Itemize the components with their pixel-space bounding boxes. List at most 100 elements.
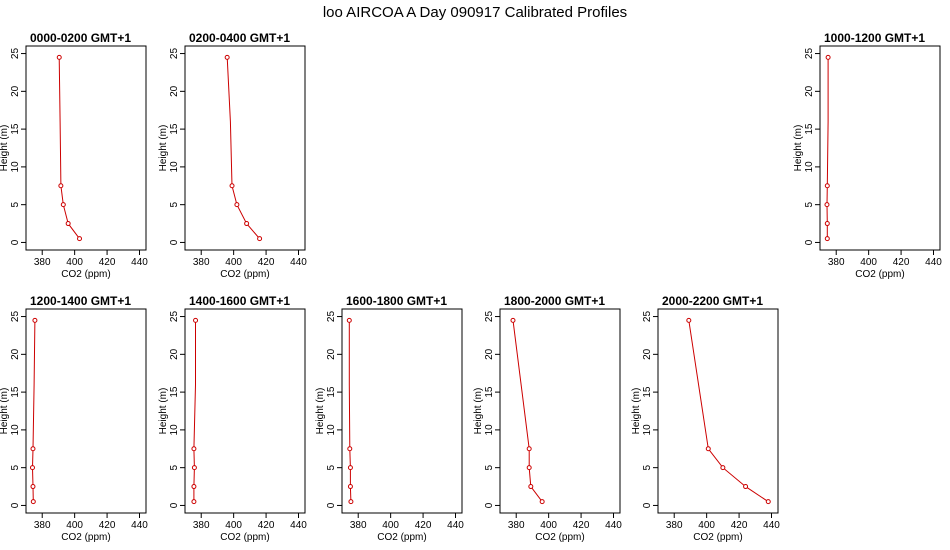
- data-point: [510, 317, 516, 323]
- x-axis-label: CO2 (ppm): [855, 269, 904, 280]
- profile-line: [226, 57, 260, 240]
- data-point: [32, 317, 38, 323]
- y-tick-label: 20: [326, 348, 337, 360]
- y-tick-label: 5: [804, 201, 815, 207]
- y-tick-label: 25: [10, 48, 21, 60]
- data-point: [686, 317, 692, 323]
- data-point: [58, 183, 64, 189]
- panel-1: 0000-0200 GMT+1 380 400 420 440 0 5 10 15 20 25 CO2…: [0, 31, 148, 280]
- panel-title: 1000-1200 GMT+1: [824, 31, 925, 45]
- profile-line: [512, 320, 543, 503]
- y-tick-label: 5: [326, 464, 337, 470]
- y-tick-label: 0: [169, 239, 180, 245]
- y-tick-label: 10: [326, 424, 337, 436]
- data-point: [346, 317, 352, 323]
- profile-line: [58, 57, 80, 239]
- x-tick-label: 420: [415, 520, 432, 531]
- y-axis-label: Height (m): [0, 125, 10, 172]
- y-tick-label: 15: [484, 386, 495, 398]
- y-tick-label: 10: [642, 424, 653, 436]
- data-point: [705, 446, 711, 452]
- y-tick-label: 5: [169, 201, 180, 207]
- y-tick-label: 10: [804, 161, 815, 173]
- y-axis-label: Height (m): [631, 388, 642, 435]
- data-point: [29, 465, 35, 471]
- data-point: [224, 54, 230, 60]
- data-point: [193, 317, 199, 323]
- y-tick-label: 15: [10, 386, 21, 398]
- panel-title: 1800-2000 GMT+1: [504, 294, 605, 308]
- plot-frame: [341, 308, 463, 514]
- plot-frame: [184, 45, 306, 251]
- data-point: [743, 484, 749, 490]
- data-point: [191, 484, 197, 490]
- y-tick-label: 0: [642, 502, 653, 508]
- x-tick-label: 380: [193, 257, 210, 268]
- y-axis-label: Height (m): [158, 388, 169, 435]
- data-point: [347, 446, 353, 452]
- y-tick-label: 15: [10, 123, 21, 135]
- y-tick-label: 15: [169, 123, 180, 135]
- panel-6: 1600-1800 GMT+1 380 400 420 440 0 5 10 15 20 25 CO2…: [315, 294, 464, 543]
- x-tick-label: 400: [66, 520, 83, 531]
- data-point: [234, 202, 240, 208]
- x-axis-label: CO2 (ppm): [61, 532, 110, 543]
- x-tick-label: 380: [34, 257, 51, 268]
- y-tick-label: 5: [169, 464, 180, 470]
- x-tick-label: 420: [99, 520, 116, 531]
- data-point: [77, 236, 83, 242]
- x-axis-label: CO2 (ppm): [535, 532, 584, 543]
- y-tick-label: 15: [169, 386, 180, 398]
- y-tick-label: 0: [10, 502, 21, 508]
- panel-2: 0200-0400 GMT+1 380 400 420 440 0 5 10 15 20 25 CO2…: [158, 31, 307, 280]
- x-axis-label: CO2 (ppm): [220, 532, 269, 543]
- data-point: [191, 446, 197, 452]
- x-tick-label: 420: [258, 520, 275, 531]
- x-tick-label: 400: [698, 520, 715, 531]
- x-tick-label: 400: [225, 257, 242, 268]
- data-point: [30, 499, 36, 505]
- y-tick-label: 20: [169, 85, 180, 97]
- x-tick-label: 380: [350, 520, 367, 531]
- data-point: [824, 202, 830, 208]
- y-tick-label: 15: [642, 386, 653, 398]
- y-tick-label: 5: [10, 201, 21, 207]
- y-axis-label: Height (m): [315, 388, 326, 435]
- y-tick-label: 10: [484, 424, 495, 436]
- y-tick-label: 20: [804, 85, 815, 97]
- x-tick-label: 400: [860, 257, 877, 268]
- x-axis-label: CO2 (ppm): [693, 532, 742, 543]
- x-tick-label: 440: [447, 520, 464, 531]
- y-tick-label: 25: [484, 311, 495, 323]
- y-axis-label: Height (m): [158, 125, 169, 172]
- plot-frame: [819, 45, 941, 251]
- figure-title: loo AIRCOA A Day 090917 Calibrated Profi…: [323, 4, 627, 21]
- panel-title: 0200-0400 GMT+1: [189, 31, 290, 45]
- y-tick-label: 5: [10, 464, 21, 470]
- y-tick-label: 15: [326, 386, 337, 398]
- y-tick-label: 20: [169, 348, 180, 360]
- y-tick-label: 5: [642, 464, 653, 470]
- panel-8: 2000-2200 GMT+1 380 400 420 440 0 5 10 15 20 25 CO2…: [631, 294, 780, 543]
- x-axis-label: CO2 (ppm): [220, 269, 269, 280]
- panels-group: 0000-0200 GMT+1 380 400 420 440 0 5 10 15 20 25 CO2…: [0, 31, 942, 543]
- y-tick-label: 0: [804, 239, 815, 245]
- x-tick-label: 400: [225, 520, 242, 531]
- x-tick-label: 440: [290, 257, 307, 268]
- data-point: [539, 499, 545, 505]
- y-tick-label: 20: [10, 85, 21, 97]
- x-tick-label: 440: [290, 520, 307, 531]
- x-tick-label: 380: [34, 520, 51, 531]
- x-tick-label: 420: [731, 520, 748, 531]
- x-tick-label: 420: [893, 257, 910, 268]
- data-point: [56, 54, 62, 60]
- y-tick-label: 0: [484, 502, 495, 508]
- profile-line: [826, 57, 829, 239]
- y-tick-label: 25: [169, 48, 180, 60]
- y-tick-label: 25: [169, 311, 180, 323]
- x-tick-label: 380: [828, 257, 845, 268]
- y-tick-label: 25: [804, 48, 815, 60]
- y-tick-label: 25: [10, 311, 21, 323]
- x-tick-label: 400: [540, 520, 557, 531]
- y-tick-label: 25: [642, 311, 653, 323]
